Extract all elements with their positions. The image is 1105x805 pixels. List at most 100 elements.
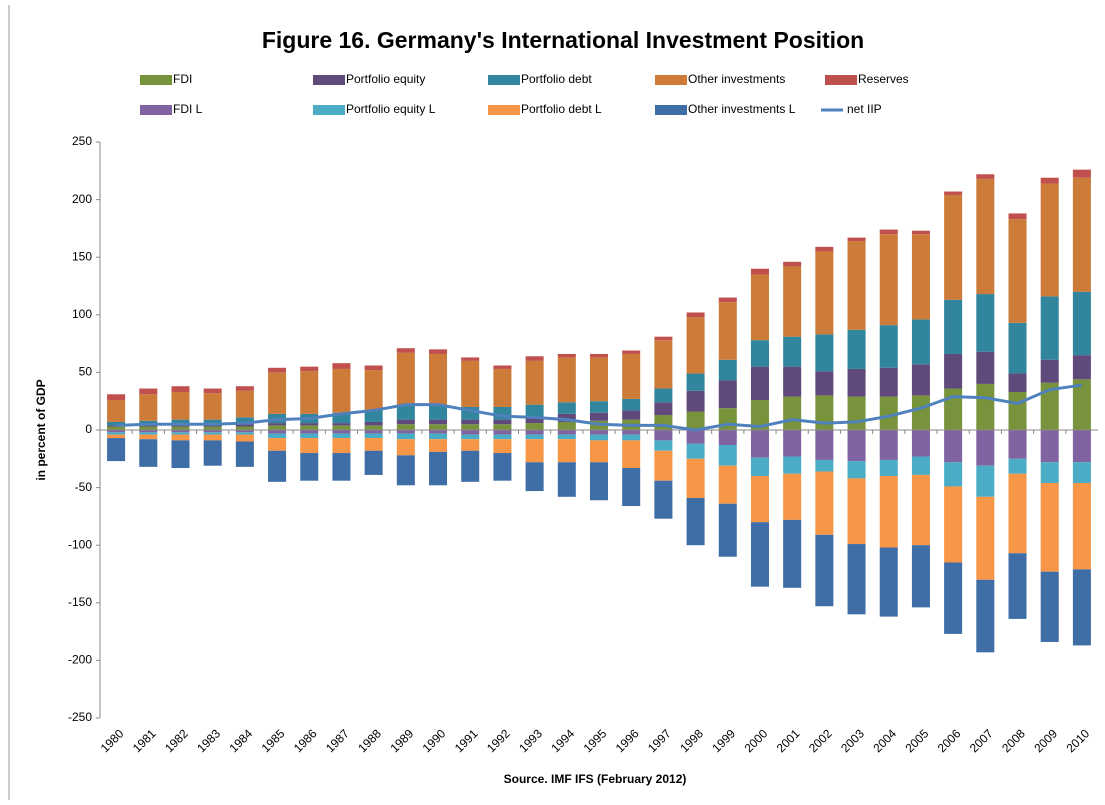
bar-segment	[622, 430, 641, 435]
x-tick-label: 2009	[1031, 726, 1060, 755]
bar-segment	[364, 425, 383, 430]
bar-segment	[847, 478, 866, 545]
bar-segment	[493, 365, 512, 369]
bar-segment	[976, 430, 995, 466]
bar-segment	[268, 450, 287, 482]
bar-segment	[686, 373, 705, 391]
bar-segment	[235, 390, 254, 418]
bar-segment	[1040, 382, 1059, 430]
bar-segment	[654, 402, 673, 416]
bar-segment	[139, 439, 158, 467]
x-tick-label: 1989	[387, 726, 416, 755]
bar-segment	[1040, 430, 1059, 463]
bar-segment	[396, 439, 415, 456]
bar-segment	[750, 340, 769, 367]
y-tick-label: 100	[72, 307, 92, 321]
legend-swatch	[488, 75, 520, 85]
bar-segment	[300, 453, 319, 481]
bar-segment	[718, 380, 737, 409]
legend-label: Portfolio debt	[521, 72, 592, 86]
bar-segment	[557, 462, 576, 497]
bar-segment	[911, 474, 930, 546]
legend-label: Other investments L	[688, 102, 796, 116]
y-tick-label: 0	[85, 422, 92, 436]
bar-segment	[396, 348, 415, 353]
bar-segment	[944, 486, 963, 563]
bar-segment	[268, 425, 287, 430]
bar-segment	[976, 579, 995, 653]
bar-segment	[525, 360, 544, 405]
y-tick-label: 200	[72, 192, 92, 206]
bar-segment	[847, 237, 866, 242]
bar-segment	[589, 430, 609, 435]
legend-label: FDI	[173, 72, 192, 86]
bar-segment	[525, 430, 544, 435]
bar-segment	[171, 432, 190, 435]
bar-segment	[493, 424, 512, 430]
bar-segment	[268, 438, 287, 451]
bar-segment	[461, 450, 480, 482]
bar-segment	[461, 360, 480, 407]
bar-segment	[300, 371, 319, 414]
bar-segment	[557, 353, 576, 358]
bar-segment	[622, 410, 641, 420]
bar-segment	[718, 503, 737, 557]
bar-segment	[203, 440, 222, 466]
bar-segment	[976, 383, 995, 430]
x-tick-label: 2000	[742, 726, 771, 755]
bar-segment	[911, 364, 930, 396]
bar-segment	[654, 450, 673, 481]
bar-segment	[396, 424, 415, 430]
bar-segment	[589, 440, 609, 463]
bar-segment	[783, 456, 802, 474]
x-tick-label: 1981	[130, 726, 159, 755]
legend-swatch	[488, 105, 520, 115]
bar-segment	[847, 368, 866, 397]
bar-segment	[171, 430, 190, 433]
legend-swatch	[313, 75, 345, 85]
x-tick-label: 2005	[903, 726, 932, 755]
bar-segment	[589, 412, 609, 421]
bar-segment	[429, 353, 448, 406]
bar-segment	[879, 325, 898, 368]
bar-segment	[139, 426, 158, 430]
x-tick-label: 2003	[838, 726, 867, 755]
bar-segment	[364, 438, 383, 451]
bar-segment	[622, 468, 641, 507]
legend-swatch	[655, 75, 687, 85]
bar-segment	[203, 430, 222, 433]
bar-segment	[1040, 177, 1059, 184]
bar-segment	[429, 419, 448, 425]
bar-segment	[396, 352, 415, 406]
bar-segment	[1008, 473, 1027, 554]
bar-segment	[718, 465, 737, 504]
bar-segment	[589, 357, 609, 402]
bar-segment	[686, 411, 705, 430]
bar-segment	[396, 419, 415, 425]
bar-segment	[332, 438, 351, 454]
bar-segment	[203, 432, 222, 435]
bar-segment	[1040, 183, 1059, 297]
bar-segment	[976, 178, 995, 295]
bar-segment	[622, 434, 641, 441]
bar-segment	[1072, 430, 1091, 463]
bar-segment	[107, 425, 126, 427]
bar-segment	[847, 241, 866, 330]
net-iip-line	[116, 383, 1083, 432]
y-tick-label: -50	[75, 480, 93, 494]
bar-segment	[525, 418, 544, 424]
bar-segment	[1008, 373, 1027, 392]
bar-segment	[461, 430, 480, 435]
bar-segment	[815, 371, 834, 396]
bar-segment	[718, 297, 737, 303]
x-tick-label: 2010	[1063, 726, 1092, 755]
chart-title: Figure 16. Germany's International Inves…	[262, 27, 864, 53]
bar-segment	[461, 357, 480, 361]
bar-segment	[203, 393, 222, 420]
legend-swatch	[313, 105, 345, 115]
bar-segment	[686, 497, 705, 546]
bar-segment	[750, 268, 769, 275]
x-tick-label: 2004	[870, 726, 899, 755]
bar-segment	[589, 462, 609, 501]
bar-segment	[139, 388, 158, 395]
